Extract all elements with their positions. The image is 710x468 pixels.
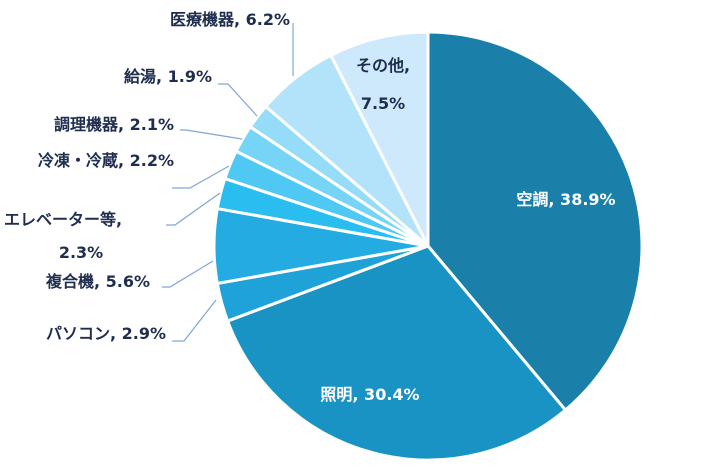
slice-label-pc: パソコン, 2.9% <box>46 324 166 343</box>
pie-slice-9 <box>328 30 430 247</box>
leader-line-fridge <box>172 165 230 189</box>
slice-label-fridge: 冷凍・冷蔵, 2.2% <box>38 151 174 170</box>
slice-label-lighting: 照明, 30.4% <box>320 385 419 404</box>
slice-label-water-heater: 給湯, 1.9% <box>124 67 212 86</box>
pie-slice-0 <box>426 30 644 413</box>
leader-line-cooking <box>180 129 243 140</box>
slice-label-mfp: 複合機, 5.6% <box>45 272 150 291</box>
slice-label-other-line2: 7.5% <box>361 94 405 113</box>
leader-lines <box>162 23 294 342</box>
leader-line-mfp <box>162 260 214 288</box>
leader-line-pc <box>172 299 217 342</box>
slice-label-elevator-line2: 2.3% <box>59 243 103 262</box>
leader-line-water-heater <box>218 83 258 117</box>
pie-slice-1 <box>225 244 568 462</box>
pie-slices <box>212 30 644 462</box>
slice-label-elevator-line1: エレベーター等, <box>4 210 122 229</box>
leader-line-elevator <box>166 192 221 226</box>
slice-labels: 空調, 38.9% 照明, 30.4% パソコン, 2.9% 複合機, 5.6%… <box>4 10 616 404</box>
slice-label-aircon: 空調, 38.9% <box>516 190 615 209</box>
slice-label-medical: 医療機器, 6.2% <box>170 10 290 29</box>
slice-label-other-line1: その他, <box>356 56 410 75</box>
slice-label-cooking: 調理機器, 2.1% <box>54 115 174 134</box>
